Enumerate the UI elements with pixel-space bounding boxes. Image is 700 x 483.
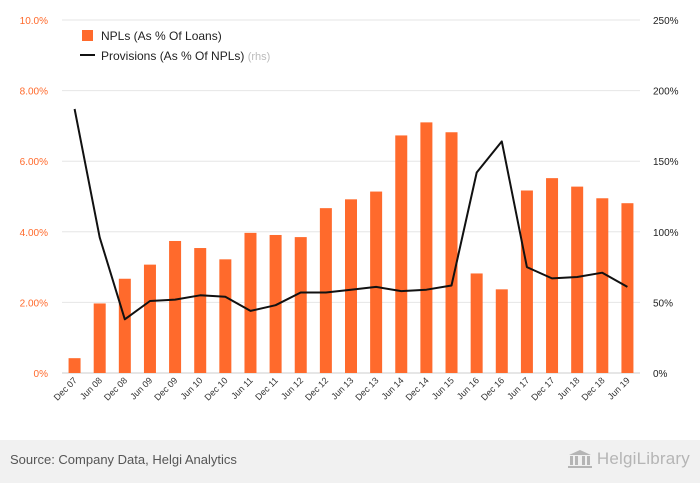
right-tick-label: 250%	[653, 16, 679, 27]
library-building-icon	[567, 450, 592, 468]
footer: Source: Company Data, Helgi Analytics He…	[0, 440, 700, 483]
x-tick-label: Dec 07	[52, 375, 79, 402]
legend-label-provisions-wrap: Provisions (As % Of NPLs) (rhs)	[101, 49, 270, 63]
legend: NPLs (As % Of Loans) Provisions (As % Of…	[80, 29, 270, 63]
npl-bar	[495, 289, 508, 373]
npl-bar	[571, 186, 584, 373]
npl-bar	[93, 303, 106, 373]
legend-label-rhs: (rhs)	[248, 51, 271, 63]
right-tick-label: 200%	[653, 87, 679, 98]
x-tick-label: Dec 18	[579, 375, 606, 402]
right-tick-label: 0%	[653, 369, 668, 380]
right-tick-label: 150%	[653, 157, 679, 168]
x-tick-label: Dec 13	[353, 375, 380, 402]
npl-bar	[520, 190, 533, 373]
x-tick-label: Jun 18	[555, 375, 581, 401]
x-tick-label: Jun 14	[379, 375, 405, 401]
x-tick-label: Jun 08	[78, 375, 104, 401]
x-tick-label: Jun 19	[606, 375, 632, 401]
left-tick-label: 10.0%	[20, 16, 48, 27]
npl-bar	[370, 191, 383, 373]
npl-bar	[319, 208, 332, 373]
x-tick-label: Jun 15	[430, 375, 456, 401]
npl-bar	[621, 203, 634, 373]
x-tick-label: Dec 11	[253, 375, 280, 402]
npl-bar	[470, 273, 483, 373]
npl-bar	[345, 199, 357, 373]
x-tick-label: Jun 11	[229, 375, 255, 401]
right-tick-label: 100%	[653, 228, 679, 239]
npl-bars	[68, 122, 634, 374]
provisions-line-group	[73, 108, 628, 321]
source-note: Source: Company Data, Helgi Analytics	[10, 452, 237, 467]
npl-bar	[118, 278, 131, 373]
npl-bar	[219, 259, 232, 373]
x-tick-label: Dec 12	[303, 375, 330, 402]
npl-bar	[596, 198, 609, 373]
npl-bar	[143, 264, 156, 373]
brand-name: HelgiLibrary	[596, 449, 690, 468]
x-tick-label: Jun 09	[128, 375, 154, 401]
left-tick-label: 2.00%	[20, 298, 48, 309]
x-tick-label: Dec 16	[479, 375, 506, 402]
npl-bar	[420, 122, 433, 374]
x-tick-label: Jun 16	[455, 375, 481, 401]
chart: 0% 2.00% 4.00% 6.00% 8.00% 10.0% 0% 50% 100% 150…	[20, 16, 679, 403]
legend-label-npls: NPLs (As % Of Loans)	[101, 29, 222, 43]
x-tick-label: Jun 12	[279, 375, 305, 401]
x-tick-label: Jun 10	[178, 375, 204, 401]
x-tick-label: Jun 17	[505, 375, 531, 401]
npl-bar	[68, 358, 81, 373]
brand-logo: HelgiLibrary	[567, 449, 690, 469]
x-tick-label: Dec 17	[529, 375, 556, 402]
right-axis-ticks: 0% 50% 100% 150% 200% 250%	[653, 16, 679, 380]
left-tick-label: 4.00%	[20, 228, 48, 239]
npl-bar	[244, 232, 257, 373]
npl-bar	[269, 234, 282, 373]
x-tick-label: Dec 08	[102, 375, 129, 402]
x-tick-label: Jun 13	[329, 375, 355, 401]
x-tick-label: Dec 14	[404, 375, 431, 402]
right-tick-label: 50%	[653, 298, 673, 309]
legend-label-provisions: Provisions (As % Of NPLs)	[101, 49, 244, 63]
x-tick-label: Dec 09	[152, 375, 179, 402]
left-tick-label: 0%	[34, 369, 49, 380]
npl-bar	[445, 132, 458, 373]
npl-bar	[395, 135, 408, 373]
npl-bar	[546, 178, 559, 373]
npl-bar	[294, 237, 307, 373]
left-tick-label: 6.00%	[20, 157, 48, 168]
left-axis-ticks: 0% 2.00% 4.00% 6.00% 8.00% 10.0%	[20, 16, 48, 380]
legend-swatch-npls	[82, 30, 93, 41]
npl-bar	[194, 248, 207, 373]
left-tick-label: 8.00%	[20, 87, 48, 98]
provisions-line	[73, 108, 628, 321]
npl-bar	[169, 240, 182, 373]
x-tick-label: Dec 10	[203, 375, 230, 402]
